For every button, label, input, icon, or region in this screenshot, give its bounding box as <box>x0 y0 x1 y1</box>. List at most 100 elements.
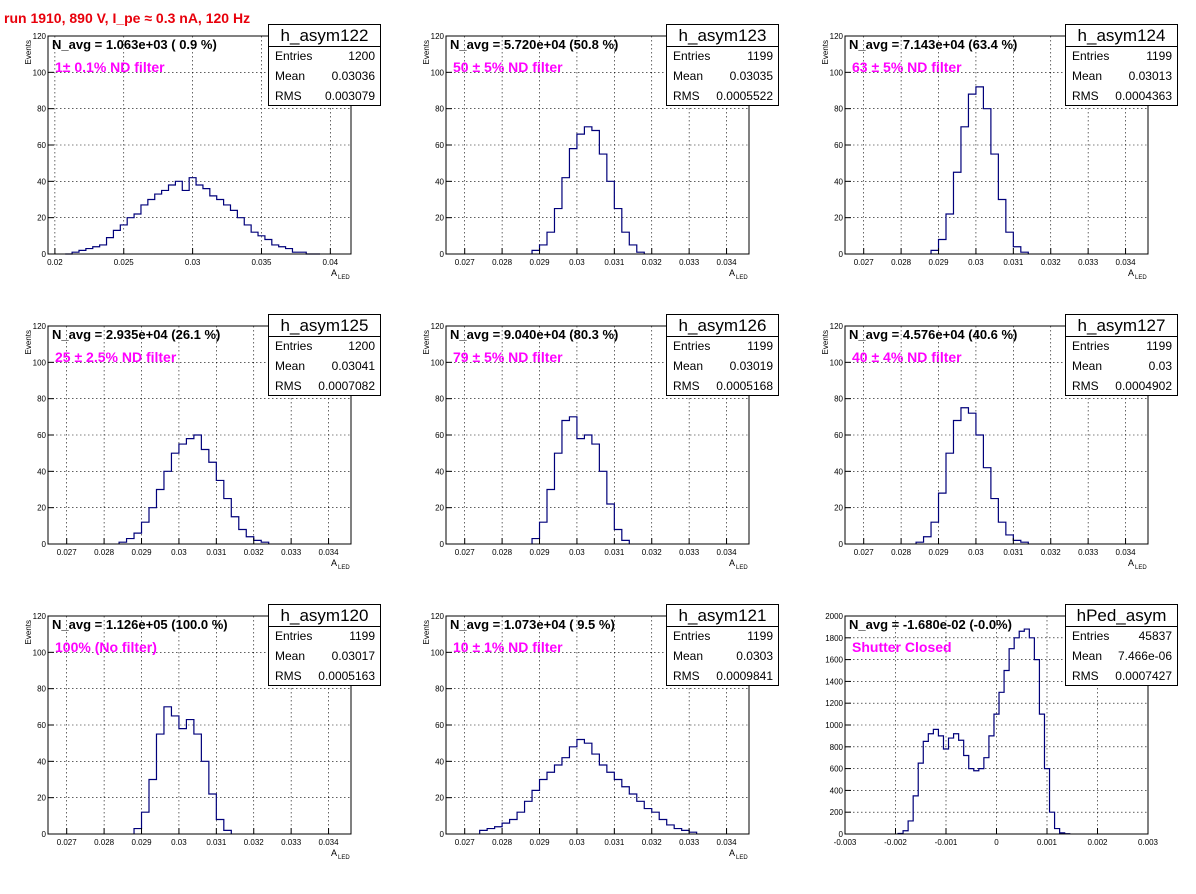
x-tick-label: 0.032 <box>642 838 663 847</box>
histogram-bin <box>251 232 258 254</box>
histogram-bin <box>540 522 547 544</box>
histogram-bin <box>979 769 984 834</box>
x-tick-label: 0.027 <box>57 548 78 557</box>
histogram-bin <box>179 444 186 544</box>
histogram-bin <box>577 134 584 254</box>
stat-name: Mean <box>1072 356 1102 376</box>
y-tick-label: 20 <box>435 214 444 223</box>
stat-name: RMS <box>1072 376 1099 396</box>
n-avg-label: N_avg = 7.143e+04 (63.4 %) <box>849 37 1017 52</box>
x-tick-label: 0.034 <box>1116 258 1137 267</box>
histogram-bin <box>607 772 614 834</box>
y-tick-label: 200 <box>830 808 844 817</box>
histogram-bin <box>142 522 149 544</box>
stat-name: RMS <box>673 666 700 686</box>
y-tick-label: 80 <box>37 105 46 114</box>
histogram-bin <box>998 522 1005 544</box>
x-axis-label: A <box>729 268 735 278</box>
x-axis-label: A <box>331 848 337 858</box>
y-tick-label: 400 <box>830 786 844 795</box>
x-axis-label-subscript: LED <box>338 275 350 281</box>
x-tick-label: 0.03 <box>569 838 585 847</box>
histogram-bin <box>674 829 681 834</box>
histogram-bin <box>209 794 216 834</box>
histogram-bin <box>217 200 224 255</box>
histogram-bin <box>1019 631 1024 834</box>
stat-value: 0.0005522 <box>716 86 773 106</box>
histogram-bin <box>86 249 93 254</box>
histogram-bin <box>113 230 120 254</box>
x-tick-label: 0.001 <box>1037 838 1058 847</box>
stat-value: 0.03035 <box>730 66 773 86</box>
histogram-bin <box>517 812 524 834</box>
stat-name: Entries <box>673 46 710 66</box>
x-tick-label: 0.04 <box>323 258 339 267</box>
n-avg-label: N_avg = 9.040e+04 (80.3 %) <box>450 327 618 342</box>
filter-label: 79 ± 5% ND filter <box>453 349 563 365</box>
histogram-bin <box>156 734 163 834</box>
histogram-bin <box>169 185 176 254</box>
histogram-bin <box>599 765 606 834</box>
histogram-bin <box>286 249 293 254</box>
y-tick-label: 100 <box>33 358 47 367</box>
histogram-bin <box>210 196 217 254</box>
x-tick-label: 0.027 <box>455 548 476 557</box>
stat-name: Entries <box>1072 626 1109 646</box>
y-tick-label: 0 <box>440 830 445 839</box>
histogram-bin <box>149 508 156 544</box>
stat-value: 0.0007427 <box>1115 666 1172 686</box>
stat-name: Entries <box>275 626 312 646</box>
stat-value: 0.0303 <box>736 646 773 666</box>
x-axis-label-subscript: LED <box>1135 275 1147 281</box>
x-tick-label: 0.03 <box>968 548 984 557</box>
stat-name: Entries <box>275 336 312 356</box>
y-tick-label: 1000 <box>825 721 843 730</box>
histogram-bin <box>239 529 246 544</box>
x-tick-label: 0.027 <box>854 258 875 267</box>
filter-label: 63 ± 5% ND filter <box>852 59 962 75</box>
stat-name: RMS <box>275 376 302 396</box>
y-tick-label: 20 <box>435 794 444 803</box>
histogram-bin <box>1013 540 1020 544</box>
stat-name: Mean <box>673 356 703 376</box>
histogram-bin <box>629 794 636 834</box>
histogram-bin <box>584 743 591 834</box>
histogram-name: h_asym123 <box>667 25 778 47</box>
histogram-bin <box>164 707 171 834</box>
stat-value: 0.003079 <box>325 86 375 106</box>
histogram-bin <box>134 829 141 834</box>
stat-name: RMS <box>673 376 700 396</box>
histogram-bin <box>1009 649 1014 834</box>
y-tick-label: 100 <box>830 68 844 77</box>
y-tick-label: 60 <box>435 721 444 730</box>
x-tick-label: 0.03 <box>171 548 187 557</box>
histogram-bin <box>148 200 155 255</box>
histogram-bin <box>93 247 100 254</box>
histogram-bin <box>939 239 946 254</box>
x-axis-label-subscript: LED <box>1135 565 1147 571</box>
histogram-bin <box>540 780 547 835</box>
y-tick-label: 120 <box>431 322 445 331</box>
x-tick-label: 0.033 <box>679 838 700 847</box>
stat-value: 1199 <box>349 626 375 646</box>
y-tick-label: 60 <box>834 431 843 440</box>
histogram-bin <box>171 716 178 834</box>
histogram-bin <box>976 435 983 544</box>
y-tick-label: 60 <box>37 141 46 150</box>
histogram-bin <box>1050 812 1055 834</box>
histogram-bin <box>569 149 576 254</box>
stat-name: Mean <box>275 66 305 86</box>
